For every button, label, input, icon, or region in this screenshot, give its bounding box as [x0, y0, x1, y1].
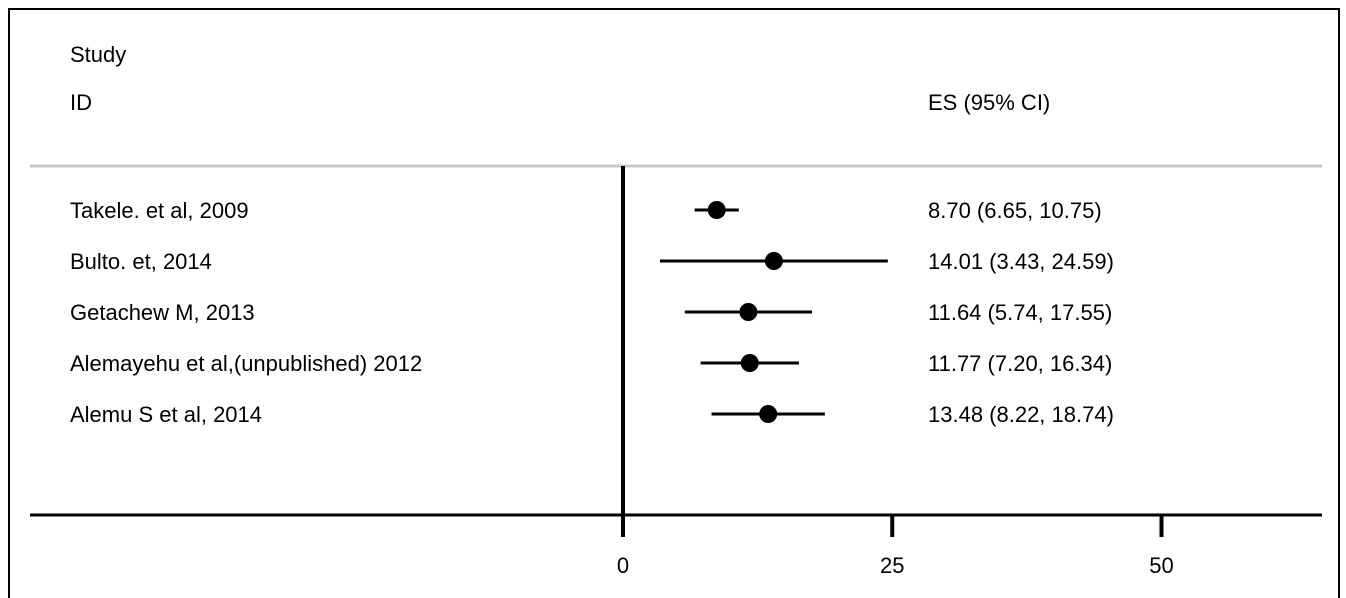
- study-row: Getachew M, 2013 11.64 (5.74, 17.55): [70, 300, 1112, 325]
- study-label: Bulto. et, 2014: [70, 249, 212, 274]
- study-row: Bulto. et, 2014 14.01 (3.43, 24.59): [70, 249, 1114, 274]
- effect-size-point: [759, 405, 778, 423]
- effect-size-text: 11.64 (5.74, 17.55): [928, 300, 1112, 325]
- effect-size-point: [707, 201, 726, 219]
- study-row: Alemu S et al, 2014 13.48 (8.22, 18.74): [70, 402, 1114, 427]
- effect-size-text: 13.48 (8.22, 18.74): [928, 402, 1114, 427]
- effect-size-text: 14.01 (3.43, 24.59): [928, 249, 1114, 274]
- study-rows: Takele. et al, 2009 8.70 (6.65, 10.75) Bul…: [70, 198, 1114, 427]
- effect-size-text: 8.70 (6.65, 10.75): [928, 198, 1102, 223]
- x-tick-label: 25: [880, 553, 904, 578]
- header-study-label: Study: [70, 42, 126, 67]
- study-label: Alemu S et al, 2014: [70, 402, 262, 427]
- study-row: Takele. et al, 2009 8.70 (6.65, 10.75): [70, 198, 1102, 223]
- effect-size-point: [740, 354, 759, 372]
- header-id-label: ID: [70, 90, 92, 115]
- study-label: Takele. et al, 2009: [70, 198, 249, 223]
- effect-size-text: 11.77 (7.20, 16.34): [928, 351, 1112, 376]
- x-axis: 0 25 50: [617, 515, 1174, 578]
- effect-size-point: [739, 303, 758, 321]
- x-tick-label: 0: [617, 553, 629, 578]
- chart-frame: [8, 8, 1340, 598]
- study-row: Alemayehu et al,(unpublished) 2012 11.77 …: [70, 351, 1112, 376]
- study-label: Getachew M, 2013: [70, 300, 255, 325]
- effect-size-point: [764, 252, 783, 270]
- x-tick-label: 50: [1149, 553, 1173, 578]
- header-es-label: ES (95% CI): [928, 90, 1050, 115]
- study-label: Alemayehu et al,(unpublished) 2012: [70, 351, 422, 376]
